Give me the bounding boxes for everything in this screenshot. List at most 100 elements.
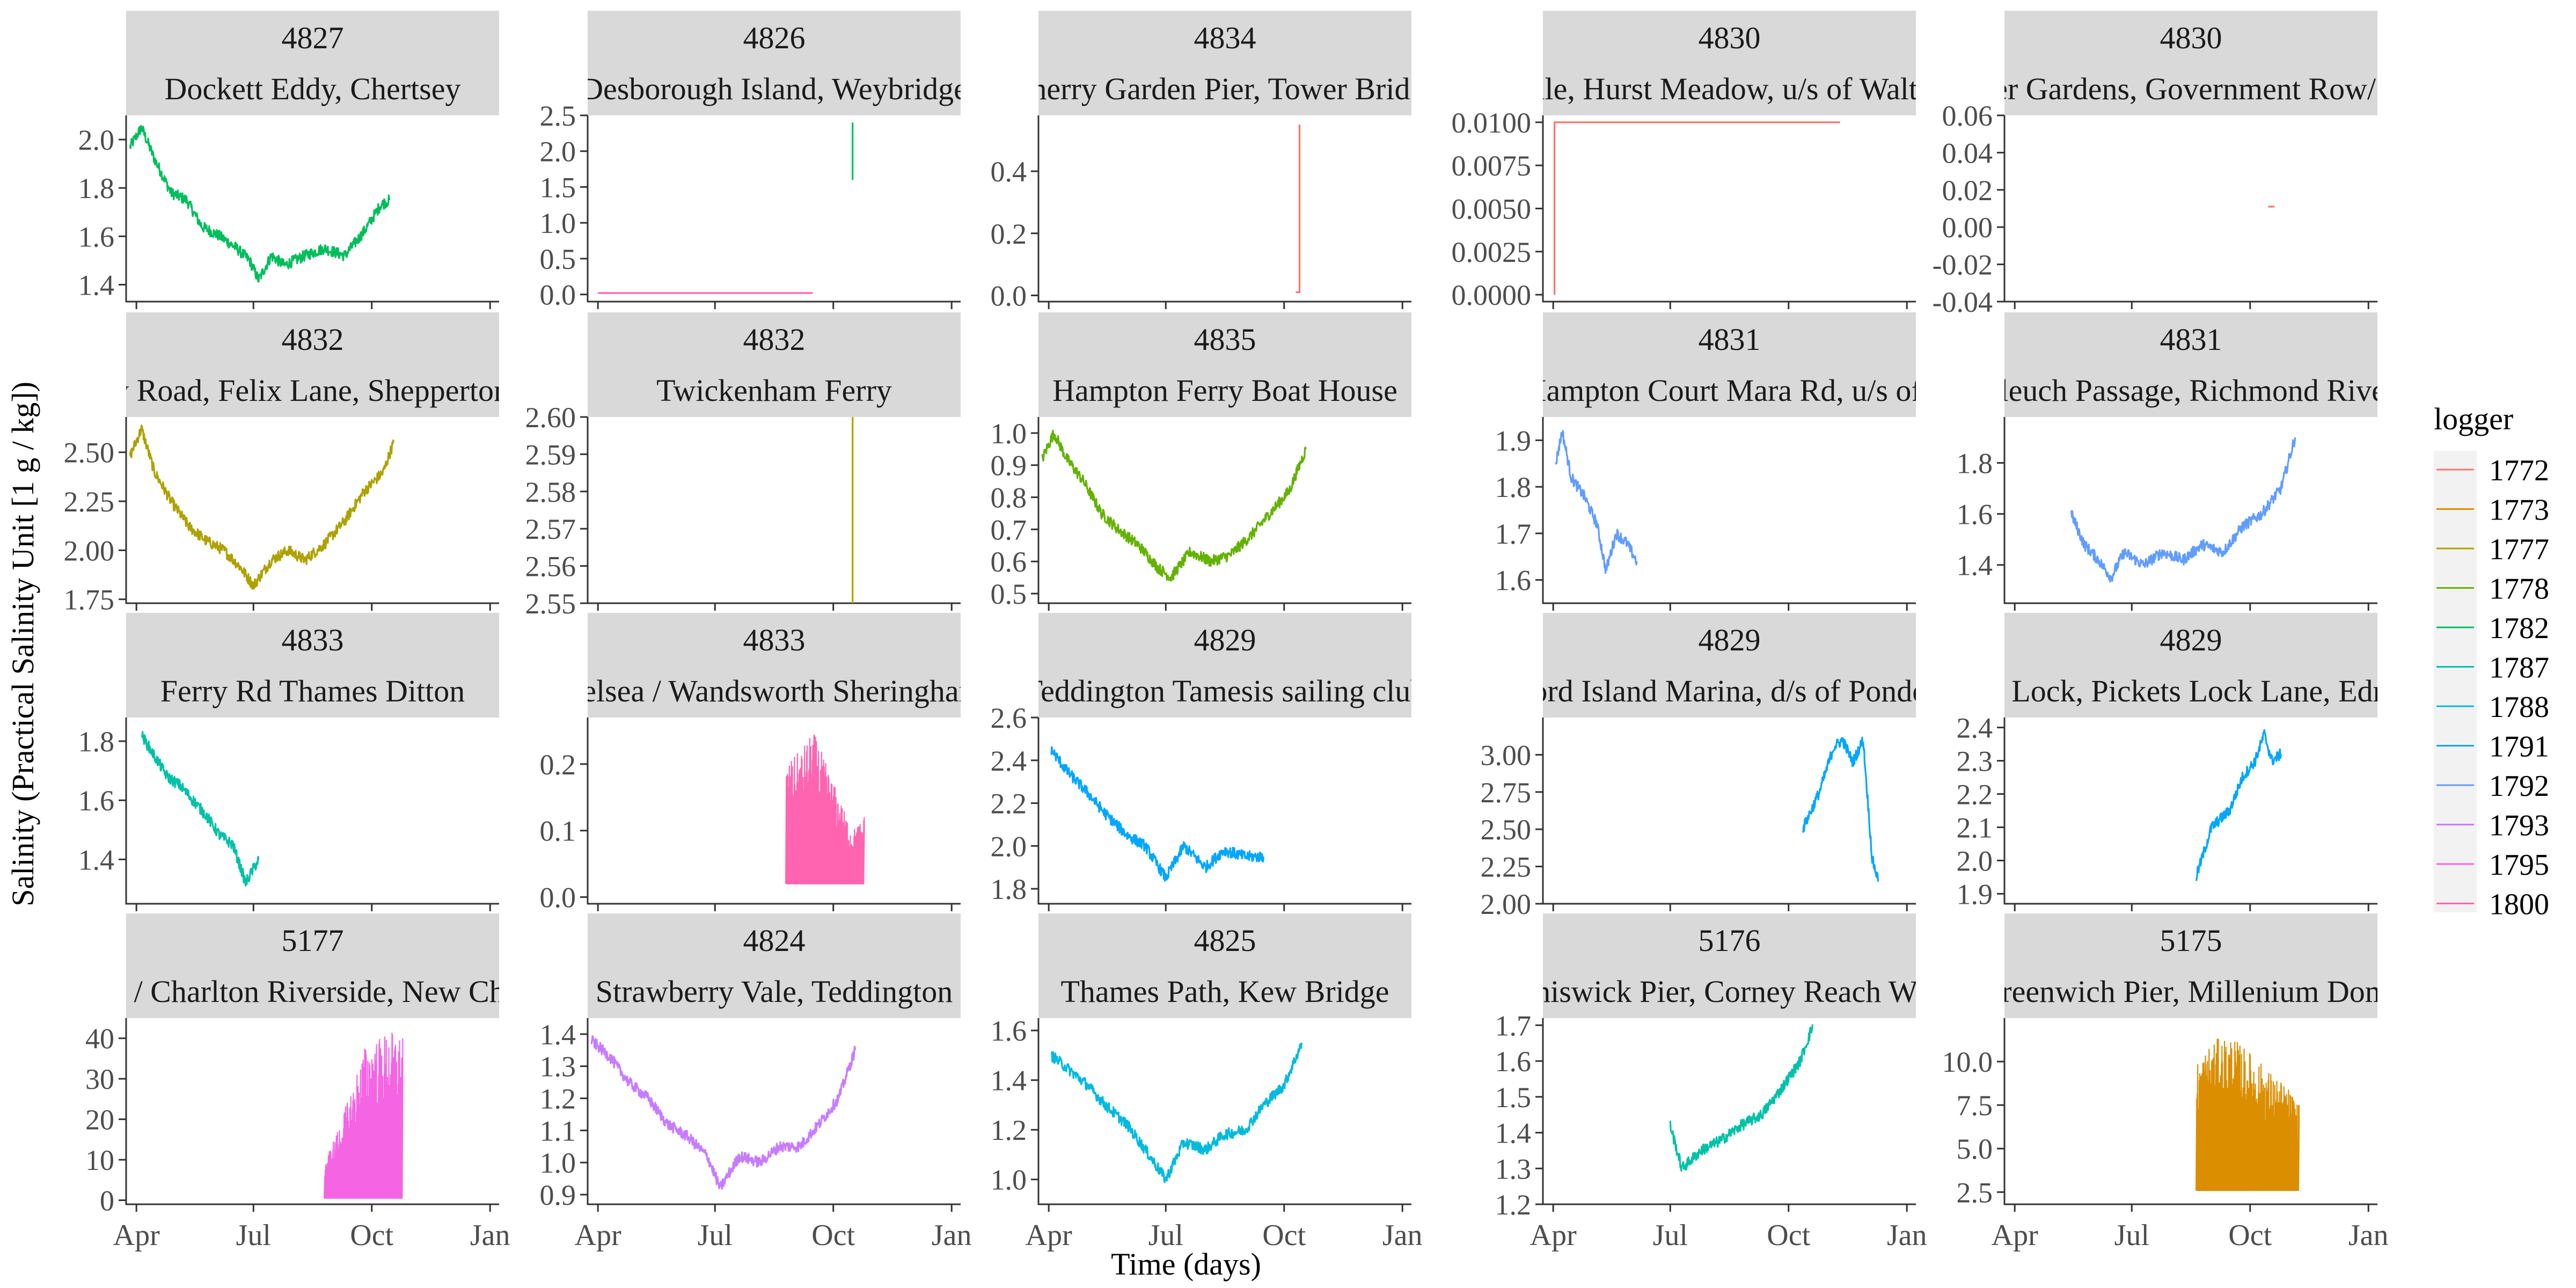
y-tick-label: 2.50 — [1481, 814, 1532, 846]
strip-id-label: 4833 — [282, 623, 344, 657]
y-tick-label: 2.0 — [991, 830, 1027, 862]
y-tick-label: 1.0 — [991, 418, 1027, 450]
y-tick-label: 2.25 — [1481, 851, 1532, 883]
strip-site-label: Fulham Cheyne Walk, Chelsea / Wandsworth… — [260, 674, 1287, 708]
x-tick-label: Apr — [1992, 1219, 2038, 1252]
y-tick-label: 1.3 — [540, 1051, 576, 1083]
strip-id-label: 4826 — [743, 20, 806, 55]
y-tick-label: 2.55 — [525, 588, 576, 620]
x-tick-label: Oct — [1767, 1219, 1810, 1252]
strip-site-label: Brentford Island Marina, d/s of Ponders … — [1452, 674, 2007, 708]
x-tick-label: Jan — [932, 1219, 972, 1252]
y-tick-label: 2.57 — [525, 513, 576, 545]
strip-background — [1543, 613, 1916, 718]
y-tick-label: 1.1 — [540, 1115, 576, 1147]
x-tick-label: Jul — [1653, 1219, 1688, 1252]
legend-label-1777: 1777 — [2489, 533, 2549, 566]
salinity-series-line — [141, 731, 260, 887]
y-tick-label: 0.0025 — [1452, 236, 1532, 268]
strip-site-label: Chiswick Pier, Corney Reach Way — [1514, 974, 1944, 1009]
strip-background — [126, 613, 499, 718]
facet-panel-9: 4831 Weir Cottage, Hampton Court Mara Rd,… — [1344, 312, 2115, 611]
y-tick-label: 0.5 — [991, 578, 1027, 610]
y-tick-label: 1.4 — [1957, 550, 1993, 582]
y-tick-label: 0.0100 — [1452, 107, 1532, 139]
legend-items: 1772 1773 1777 1778 1782 1787 1788 1791 1792 1793… — [2436, 454, 2549, 921]
legend-label-1778: 1778 — [2489, 573, 2549, 606]
y-tick-label: 2.0 — [78, 124, 115, 156]
y-tick-label: 0.0000 — [1452, 279, 1532, 311]
strip-id-label: 4831 — [2160, 322, 2222, 357]
facet-panel-13: 4829 Teddington Tamesis sailing club 1.8 2.… — [991, 613, 1426, 911]
x-tick-label: Oct — [2228, 1219, 2272, 1252]
strip-id-label: 4835 — [1194, 322, 1256, 357]
facet-panel-5: 4830 Thames Barrier Gardens, Government R… — [1824, 11, 2558, 318]
legend-label-1787: 1787 — [2489, 652, 2549, 685]
y-tick-label: 2.4 — [991, 745, 1027, 777]
y-tick-label: 0.7 — [991, 514, 1027, 546]
strip-background — [126, 913, 499, 1018]
salinity-series-line — [129, 425, 395, 590]
salinity-series-line — [1050, 746, 1264, 882]
strip-background — [2004, 312, 2377, 417]
strip-site-label: Greenwich Pier, Millenium Dome — [1979, 974, 2403, 1009]
y-tick-label: 2.6 — [991, 702, 1027, 734]
strip-id-label: 4829 — [2160, 623, 2222, 657]
strip-background — [1543, 312, 1916, 417]
facet-panel-4: 4830 Cowey Sale, Hurst Meadow, u/s of Wal… — [1418, 11, 2041, 311]
y-tick-label: 1.4 — [540, 1019, 576, 1051]
y-tick-label: 0.5 — [540, 243, 576, 275]
x-tick-label: Jul — [236, 1219, 271, 1252]
y-tick-label: 1.6 — [1495, 565, 1532, 597]
legend-label-1800: 1800 — [2489, 888, 2549, 921]
strip-site-label: Cowey Sale, Hurst Meadow, u/s of Walton … — [1418, 71, 2041, 106]
x-tick-label: Oct — [1262, 1219, 1306, 1252]
strip-background — [1038, 613, 1411, 718]
legend-label-1772: 1772 — [2489, 454, 2549, 487]
y-tick-label: 1.0 — [991, 1164, 1027, 1196]
facet-panel-1: 4827 Dockett Eddy, Chertsey 1.4 1.6 1.8 2.0 — [78, 11, 499, 309]
salinity-series-line — [1554, 121, 1840, 295]
x-tick-label: Jan — [1887, 1219, 1927, 1252]
y-tick-label: -0.04 — [1933, 286, 1993, 318]
legend-label-1773: 1773 — [2489, 494, 2549, 527]
strip-site-label: Teddington Tamesis sailing club — [1024, 674, 1426, 708]
salinity-series-line — [2070, 437, 2296, 583]
strip-site-label: Weir Cottage, Hampton Court Mara Rd, u/s… — [1344, 373, 2115, 408]
x-tick-label: Jan — [2348, 1219, 2389, 1252]
strip-background — [2004, 11, 2377, 115]
y-tick-label: 20 — [85, 1104, 114, 1136]
y-tick-label: 2.00 — [64, 535, 115, 567]
strip-background — [588, 312, 961, 417]
y-tick-label: 2.00 — [1481, 888, 1532, 920]
strip-background — [126, 11, 499, 115]
y-tick-label: 0.04 — [1942, 137, 1993, 169]
y-tick-label: 0.0050 — [1452, 193, 1532, 225]
y-tick-label: 2.0 — [540, 136, 576, 168]
y-tick-label: 1.0 — [540, 1147, 576, 1179]
y-tick-label: 1.7 — [1495, 518, 1532, 550]
y-tick-label: 1.8 — [991, 873, 1027, 905]
y-tick-label: 1.5 — [1495, 1081, 1532, 1114]
strip-background — [1543, 11, 1916, 115]
y-tick-label: 1.9 — [1957, 878, 1993, 910]
strip-id-label: 4825 — [1194, 923, 1256, 958]
strip-site-label: Buccleuch Passage, Richmond Riverside — [1936, 373, 2446, 408]
facet-panel-12: 4833 Fulham Cheyne Walk, Chelsea / Wandsw… — [260, 613, 1287, 914]
x-tick-label: Jan — [1382, 1219, 1423, 1252]
facet-panel-11: 4833 Ferry Rd Thames Ditton 1.4 1.6 1.8 — [78, 613, 499, 911]
salinity-series-line — [785, 734, 865, 884]
x-tick-label: Apr — [1530, 1219, 1577, 1252]
y-tick-label: 1.3 — [1495, 1153, 1532, 1185]
y-tick-label: 1.2 — [1495, 1189, 1532, 1221]
strip-id-label: 4829 — [1699, 623, 1761, 657]
y-tick-label: 5.0 — [1957, 1133, 1993, 1165]
strip-site-label: Thames Barrier Gardens, Government Row/S… — [1824, 71, 2558, 106]
facet-panel-7: 4832 Twickenham Ferry 2.55 2.56 2.57 2.58 2.59… — [525, 312, 961, 620]
y-tick-label: 2.50 — [64, 437, 115, 469]
strip-site-label: Chertsey Road, Felix Lane, Shepperton Ma… — [18, 373, 607, 408]
y-tick-label: 1.8 — [78, 172, 115, 204]
strip-site-label: Pickets Lock, Pickets Lock Lane, Edmonto… — [1914, 674, 2468, 708]
